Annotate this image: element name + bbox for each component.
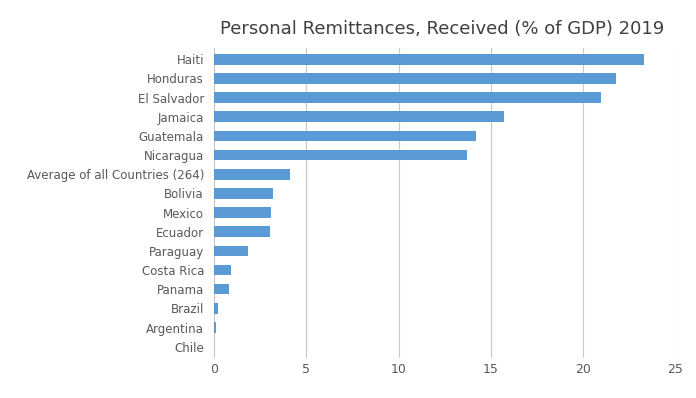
Bar — [214, 284, 229, 295]
Bar — [214, 92, 601, 103]
Bar — [214, 207, 271, 218]
Bar — [214, 111, 504, 122]
Bar — [214, 246, 248, 256]
Bar — [214, 188, 274, 199]
Bar — [214, 73, 616, 84]
Bar — [214, 265, 231, 275]
Bar — [214, 131, 476, 141]
Bar — [214, 226, 269, 237]
Bar — [214, 169, 290, 179]
Bar — [214, 322, 216, 333]
Title: Personal Remittances, Received (% of GDP) 2019: Personal Remittances, Received (% of GDP… — [220, 20, 664, 38]
Bar — [214, 303, 218, 314]
Bar — [214, 54, 644, 64]
Bar — [214, 150, 467, 160]
